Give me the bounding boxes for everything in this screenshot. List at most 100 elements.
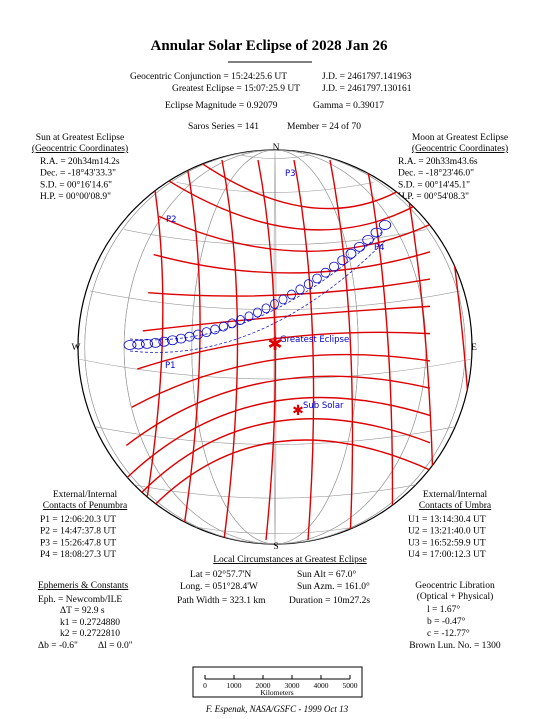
block-title: Sun at Greatest Eclipse — [36, 133, 124, 143]
central-path-shadow — [201, 327, 212, 338]
header-line: Saros Series = 141 — [188, 122, 259, 132]
central-limit — [129, 228, 386, 341]
greatest-marker: ✱ — [267, 334, 282, 354]
ephemeris-line: k1 = 0.2724880 — [60, 618, 120, 628]
central-path-shadow — [149, 337, 162, 348]
scale-tick-label: 5000 — [343, 681, 358, 690]
graticule — [89, 290, 461, 310]
eclipse-curve — [125, 375, 431, 447]
central-path-shadow — [337, 255, 348, 266]
header-line: J.D. = 2461797.141963 — [322, 72, 412, 82]
scale-tick-label: 1000 — [227, 681, 242, 690]
ephemeris-title: Ephemeris & Constants — [38, 581, 129, 591]
central-path-shadow — [167, 335, 178, 346]
contact-label: P1 — [165, 361, 176, 371]
greatest-label: Greatest Eclipse — [280, 335, 349, 345]
central-path-shadow — [123, 340, 137, 350]
block-line: U2 = 13:21:40.0 UT — [408, 527, 486, 537]
title: Annular Solar Eclipse of 2028 Jan 26 — [151, 38, 388, 54]
block-line: P1 = 12:06:20.3 UT — [40, 515, 116, 525]
header-line: Geocentric Conjunction = 15:24:25.6 UT — [130, 72, 287, 82]
graticule — [84, 150, 466, 544]
eclipse-curve — [137, 331, 431, 370]
local-line: Long. = 051°28.4'W — [180, 581, 258, 592]
central-path-shadow — [295, 284, 305, 295]
central-path-shadow — [270, 299, 279, 309]
central-path-shadow — [345, 248, 357, 259]
block-line: U3 = 16:52:59.9 UT — [408, 538, 486, 548]
central-limit — [129, 240, 386, 353]
local-line: Sun Azm. = 161.0° — [297, 581, 370, 592]
compass-e: E — [471, 343, 477, 353]
graticule — [176, 523, 374, 534]
central-path-shadow — [158, 336, 170, 347]
ephemeris-line: k2 = 0.2722810 — [60, 629, 120, 639]
block-line: S.D. = 00°16'14.6" — [40, 179, 112, 190]
block-subtitle: (Geocentric Coordinates) — [412, 143, 508, 154]
central-path-shadow — [378, 220, 392, 230]
ephemeris-line: Δb = -0.6" — [38, 641, 78, 651]
block-line: Dec. = -18°43'33.3" — [40, 168, 116, 179]
central-path-shadow — [278, 294, 288, 305]
ephemeris-line: ΔT = 92.9 s — [60, 606, 105, 616]
graticule — [273, 150, 277, 544]
central-path-shadow — [320, 267, 331, 278]
central-path-shadow — [328, 261, 340, 272]
graticule — [89, 425, 461, 445]
header-line: Eclipse Magnitude = 0.92079 — [165, 101, 278, 111]
eclipse-curve — [365, 159, 394, 541]
brown-number: Brown Lun. No. = 1300 — [409, 641, 501, 651]
compass-n: N — [273, 143, 280, 153]
libration-line: l = 1.67° — [427, 604, 460, 615]
header-line: Gamma = 0.39017 — [313, 101, 384, 111]
libration-subtitle: (Optical + Physical) — [417, 591, 494, 602]
ephemeris-line: Δl = 0.0" — [98, 641, 133, 651]
sub-solar-marker: ✱ — [292, 404, 304, 419]
block-line: U4 = 17:00:12.3 UT — [408, 550, 486, 560]
block-title: Moon at Greatest Eclipse — [412, 133, 508, 143]
header-line: Member = 24 of 70 — [287, 121, 361, 132]
block-line: R.A. = 20h33m43.6s — [398, 157, 478, 167]
graticule — [124, 482, 426, 499]
eclipse-curve — [120, 396, 431, 485]
block-line: P2 = 14:47:37.8 UT — [40, 527, 116, 537]
block-line: P3 = 15:26:47.8 UT — [40, 538, 116, 548]
eclipse-curve — [257, 159, 276, 541]
block-line: U1 = 13:14:30.4 UT — [408, 515, 486, 525]
sub-solar-label: Sub Solar — [303, 401, 344, 411]
scale-unit: Kilometers — [260, 688, 293, 697]
central-path-shadow — [261, 303, 271, 314]
central-path-shadow — [286, 289, 297, 300]
eclipse-curve — [221, 159, 239, 541]
block-subtitle: (Geocentric Coordinates) — [32, 143, 128, 154]
central-path-shadow — [218, 321, 229, 332]
eclipse-curve — [329, 159, 354, 541]
block-line: R.A. = 20h34m14.2s — [40, 157, 120, 167]
contact-label: P3 — [285, 169, 296, 179]
block-line: S.D. = 00°14'45.1" — [398, 179, 470, 190]
central-path-shadow — [303, 279, 314, 290]
eclipse-curve — [131, 353, 431, 408]
libration-title: Geocentric Libration — [415, 581, 495, 591]
central-path-shadow — [353, 241, 366, 252]
header-line: Greatest Eclipse = 15:07:25.9 UT — [172, 84, 300, 94]
block-title: External/Internal — [53, 490, 118, 500]
central-path-shadow — [140, 338, 154, 349]
scale-tick-label: 4000 — [314, 681, 329, 690]
eclipse-curve — [139, 159, 164, 541]
scale-tick-label: 2000 — [256, 681, 271, 690]
central-path-shadow — [210, 324, 220, 335]
libration-line: b = -0.47° — [427, 616, 466, 627]
local-title: Local Circumstances at Greatest Eclipse — [213, 555, 367, 565]
header-line: J.D. = 2461797.130161 — [322, 84, 412, 94]
ephemeris-line: Eph. = Newcomb/ILE — [38, 595, 122, 605]
eclipse-curve — [153, 251, 431, 274]
graticule — [124, 229, 426, 246]
block-subtitle: Contacts of Umbra — [419, 500, 492, 511]
block-line: Dec. = -18°23'46.0" — [398, 168, 474, 179]
block-line: H.P. = 00°00'08.9" — [40, 191, 111, 202]
block-subtitle: Contacts of Penumbra — [43, 500, 128, 511]
contact-label: P4 — [374, 243, 385, 253]
graticule — [240, 154, 310, 159]
